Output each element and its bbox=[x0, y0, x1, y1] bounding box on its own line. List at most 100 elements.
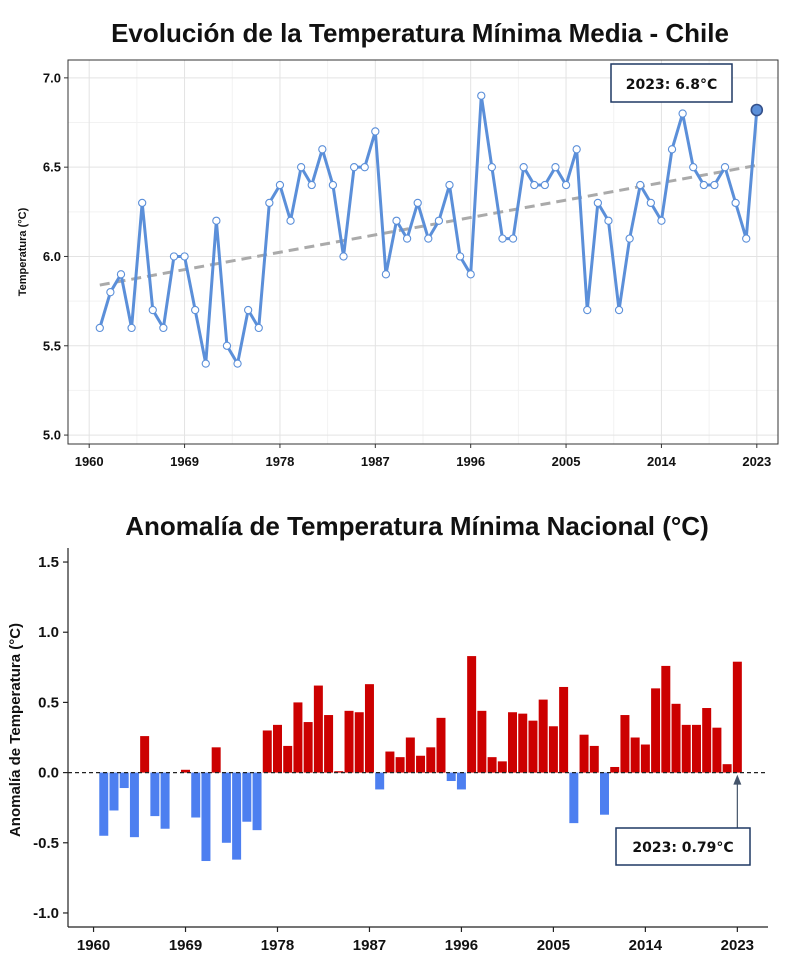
chart2-annotation-box bbox=[615, 827, 751, 866]
chart2-annotation-arrowhead bbox=[733, 774, 742, 785]
chart2-bar bbox=[313, 685, 323, 773]
chart2-x-tick-label: 2005 bbox=[537, 937, 570, 954]
chart2-bar bbox=[324, 715, 334, 773]
chart1-y-tick-label: 6.5 bbox=[43, 160, 61, 175]
chart2-bar bbox=[702, 708, 712, 773]
chart2-bar bbox=[385, 751, 395, 773]
chart2-bar bbox=[487, 757, 497, 773]
chart1-data-point bbox=[583, 305, 592, 315]
chart2-annotation: 2023: 0.79°C bbox=[615, 827, 751, 866]
chart2-bar bbox=[671, 703, 681, 773]
chart2-bar bbox=[119, 772, 129, 789]
chart1-data-point bbox=[710, 180, 719, 190]
chart2-bar bbox=[569, 772, 579, 824]
chart1-series-group bbox=[98, 94, 759, 366]
chart1-data-point bbox=[498, 234, 507, 243]
chart1-x-tick-label: 1969 bbox=[170, 454, 199, 469]
chart2-bar bbox=[518, 713, 528, 773]
chart1-data-point bbox=[424, 234, 433, 243]
chart2-bar bbox=[364, 684, 374, 773]
chart1-data-point bbox=[487, 163, 497, 172]
chart2-bar bbox=[232, 772, 242, 860]
chart2-x-tick-label: 1960 bbox=[77, 937, 110, 954]
chart1-data-point bbox=[159, 323, 168, 333]
chart1-data-point bbox=[95, 323, 104, 333]
chart1-data-point bbox=[169, 252, 179, 261]
chart2-bar bbox=[416, 755, 426, 773]
chart2-bar bbox=[129, 772, 139, 838]
chart2-y-tick-label: 1.5 bbox=[38, 554, 59, 571]
chart1-y-tick-label: 7.0 bbox=[43, 70, 61, 85]
chart2-y-tick-label: 1.0 bbox=[38, 624, 59, 641]
chart1-series-line bbox=[98, 94, 759, 366]
chart1-title: Evolución de la Temperatura Mínima Media… bbox=[111, 18, 729, 48]
chart2-bar bbox=[579, 734, 589, 773]
chart1-data-point bbox=[678, 109, 687, 118]
chart1-data-point bbox=[477, 91, 486, 100]
chart2-bar bbox=[242, 772, 252, 822]
chart1-data-point bbox=[116, 270, 126, 279]
chart1-y-tick-label: 5.0 bbox=[43, 428, 61, 443]
chart2-bar bbox=[732, 661, 742, 773]
chart2-title: Anomalía de Temperatura Mínima Nacional … bbox=[125, 511, 708, 541]
chart2-x-ticks: 1960 1969 1978 1987 1996 2005 2014 2023 bbox=[77, 927, 754, 954]
chart1-data-point bbox=[742, 234, 751, 243]
chart1-annotation: 2023: 6.8°C bbox=[610, 63, 733, 103]
chart2-bars bbox=[99, 656, 742, 862]
temperature-line-chart: Evolución de la Temperatura Mínima Media… bbox=[17, 18, 779, 469]
chart1-data-point bbox=[508, 234, 518, 243]
chart1-data-point bbox=[455, 252, 465, 261]
chart1-data-point bbox=[392, 216, 401, 225]
chart1-data-point bbox=[212, 216, 221, 225]
chart2-x-tick-label: 1969 bbox=[169, 937, 202, 954]
chart2-y-tick-label: 0.5 bbox=[38, 694, 59, 711]
chart2-y-axis-label: Anomalía de Temperatura (°C) bbox=[7, 623, 24, 837]
chart1-data-point bbox=[127, 323, 136, 333]
chart1-data-point bbox=[243, 305, 253, 315]
chart2-bar bbox=[140, 736, 150, 773]
chart1-data-point bbox=[349, 163, 359, 172]
chart1-data-point bbox=[657, 216, 666, 225]
chart1-data-point bbox=[201, 359, 210, 368]
chart2-bar bbox=[651, 688, 661, 773]
chart1-data-point bbox=[593, 198, 603, 208]
chart2-bar bbox=[477, 710, 487, 773]
chart1-data-point bbox=[254, 323, 263, 333]
chart1-grid bbox=[68, 60, 778, 444]
chart1-data-point bbox=[646, 198, 655, 208]
chart2-bar bbox=[354, 712, 364, 773]
chart2-bar bbox=[661, 665, 671, 773]
chart1-data-point bbox=[572, 145, 581, 154]
chart2-bar bbox=[221, 772, 231, 843]
chart1-x-tick-label: 1996 bbox=[456, 454, 485, 469]
chart1-x-ticks: 1960 1969 1978 1987 1996 2005 2014 2023 bbox=[75, 444, 771, 469]
chart2-bar bbox=[600, 772, 609, 815]
chart1-data-point bbox=[530, 180, 539, 190]
chart1-data-point bbox=[604, 216, 613, 225]
chart2-bar bbox=[436, 717, 446, 773]
chart2-bar bbox=[508, 712, 518, 773]
chart2-bar bbox=[497, 761, 507, 773]
chart2-bar bbox=[303, 722, 313, 773]
chart1-data-point bbox=[413, 198, 422, 208]
chart1-data-point bbox=[689, 163, 698, 172]
chart2-bar bbox=[722, 764, 732, 773]
chart1-data-point bbox=[275, 180, 285, 190]
chart1-data-point bbox=[233, 359, 242, 368]
chart2-bar bbox=[293, 702, 303, 773]
chart2-bar bbox=[181, 769, 191, 773]
chart2-x-tick-label: 2023 bbox=[721, 937, 754, 954]
chart1-data-point bbox=[360, 163, 369, 172]
chart1-data-point bbox=[339, 252, 348, 261]
chart1-trend-line bbox=[99, 163, 758, 287]
chart1-y-ticks: 5.0 5.5 6.0 6.5 7.0 bbox=[43, 70, 68, 443]
chart1-data-point bbox=[307, 180, 316, 190]
chart2-y-tick-label: -0.5 bbox=[33, 835, 59, 852]
chart1-data-point bbox=[180, 252, 189, 261]
chart2-bar bbox=[559, 686, 569, 773]
chart2-bar bbox=[191, 772, 201, 818]
chart2-bar bbox=[528, 720, 538, 773]
chart2-y-ticks: -1.0 -0.5 0.0 0.5 1.0 1.5 bbox=[33, 554, 68, 922]
chart1-annotation-text: 2023: 6.8°C bbox=[626, 77, 718, 93]
chart2-bar bbox=[640, 744, 650, 773]
